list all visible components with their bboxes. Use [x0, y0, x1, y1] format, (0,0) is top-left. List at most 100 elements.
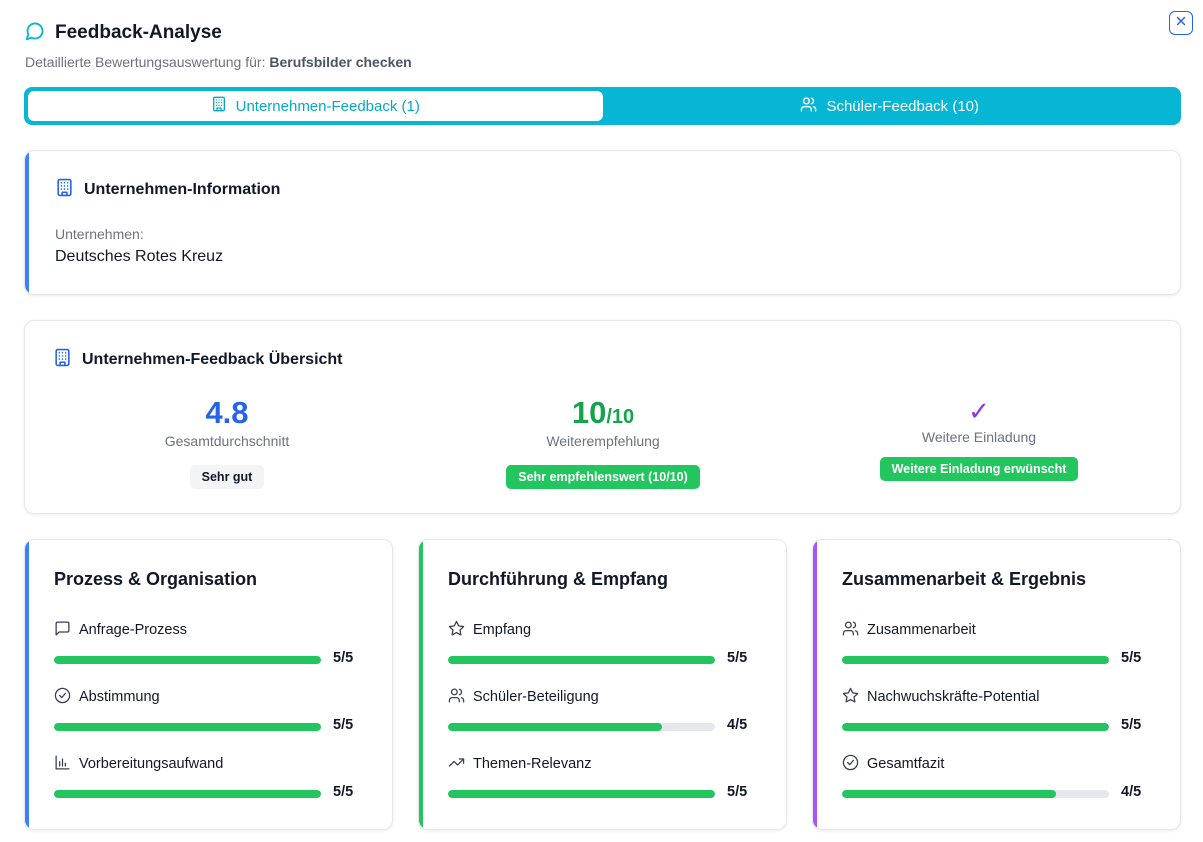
bar-chart-icon	[54, 754, 71, 775]
metric-score: 4/5	[727, 717, 748, 733]
page-subtitle: Detaillierte Bewertungsauswertung für: B…	[25, 54, 412, 70]
metric-label: Anfrage-Prozess	[79, 622, 187, 638]
metric-score: 5/5	[333, 784, 354, 800]
progress-track	[448, 790, 715, 798]
section-title: Durchführung & Empfang	[448, 569, 668, 589]
recommendation-score: 10	[571, 395, 607, 430]
message-circle-icon	[25, 21, 45, 46]
metric-item: Nachwuchskräfte-Potential 5/5	[842, 687, 1152, 733]
company-name: Deutsches Rotes Kreuz	[55, 248, 224, 265]
metric-item: Vorbereitungsaufwand 5/5	[54, 754, 364, 800]
metric-label: Themen-Relevanz	[473, 756, 592, 772]
metric-item: Anfrage-Prozess 5/5	[54, 620, 364, 666]
progress-track	[448, 656, 715, 664]
progress-track	[54, 656, 321, 664]
close-button[interactable]	[1169, 11, 1193, 35]
metric-item: Schüler-Beteiligung 4/5	[448, 687, 758, 733]
metric-label: Schüler-Beteiligung	[473, 689, 599, 705]
card-accent	[25, 151, 29, 294]
section-title: Zusammenarbeit & Ergebnis	[842, 569, 1087, 589]
metric-item: Zusammenarbeit 5/5	[842, 620, 1152, 666]
card-accent	[25, 540, 29, 829]
section-card-collaboration: Zusammenarbeit & Ergebnis Zusammenarbeit…	[812, 539, 1181, 830]
users-icon	[448, 687, 465, 708]
progress-fill	[448, 790, 715, 798]
page-title: Feedback-Analyse	[55, 22, 222, 43]
card-accent	[419, 540, 423, 829]
metric-item: Themen-Relevanz 5/5	[448, 754, 758, 800]
metric-label: Abstimmung	[79, 689, 160, 705]
invitation-label: Weitere Einladung	[921, 429, 1037, 445]
star-icon	[448, 620, 465, 641]
section-card-process: Prozess & Organisation Anfrage-Prozess 5…	[24, 539, 393, 830]
section-card-execution: Durchführung & Empfang Empfang 5/5 Schül…	[418, 539, 787, 830]
progress-track	[54, 723, 321, 731]
feedback-overview-card: Unternehmen-Feedback Übersicht 4.8 Gesam…	[24, 320, 1181, 514]
card-heading: Unternehmen-Information	[55, 178, 280, 202]
feedback-tabs: Unternehmen-Feedback (1) Schüler-Feedbac…	[24, 87, 1181, 125]
progress-fill	[448, 723, 662, 731]
metric-score: 5/5	[333, 650, 354, 666]
subtitle-prefix: Detaillierte Bewertungsauswertung für:	[25, 54, 270, 70]
star-icon	[842, 687, 859, 708]
recommendation-label: Weiterempfehlung	[546, 433, 660, 449]
average-value: 4.8	[205, 395, 249, 430]
close-icon	[1174, 14, 1188, 33]
progress-fill	[54, 723, 321, 731]
company-label: Unternehmen:	[55, 226, 144, 242]
check-circle-icon	[842, 754, 859, 775]
metric-score: 4/5	[1121, 784, 1142, 800]
check-icon: ✓	[968, 396, 990, 426]
metric-label: Nachwuchskräfte-Potential	[867, 689, 1040, 705]
company-info-card: Unternehmen-Information Unternehmen: Deu…	[24, 150, 1181, 295]
tab-label: Schüler-Feedback (10)	[826, 97, 980, 115]
progress-fill	[842, 790, 1056, 798]
metric-score: 5/5	[727, 650, 748, 666]
progress-fill	[842, 656, 1109, 664]
metric-item: Abstimmung 5/5	[54, 687, 364, 733]
tab-label: Unternehmen-Feedback (1)	[235, 97, 420, 115]
card-heading: Unternehmen-Feedback Übersicht	[53, 348, 343, 372]
check-circle-icon	[54, 687, 71, 708]
stat-average: 4.8 Gesamtdurchschnitt Sehr gut	[77, 393, 377, 489]
metric-label: Empfang	[473, 622, 532, 638]
dialog-header: Feedback-Analyse Detaillierte Bewertungs…	[25, 20, 412, 70]
stat-recommendation: 10/10 Weiterempfehlung Sehr empfehlenswe…	[453, 393, 753, 489]
users-icon	[842, 620, 859, 641]
stat-invitation: ✓ Weitere Einladung Weitere Einladung er…	[829, 393, 1129, 481]
metric-item: Gesamtfazit 4/5	[842, 754, 1152, 800]
metric-score: 5/5	[727, 784, 748, 800]
progress-track	[842, 790, 1109, 798]
building-icon	[211, 96, 227, 116]
card-heading-text: Unternehmen-Information	[84, 181, 281, 198]
metric-score: 5/5	[1121, 717, 1142, 733]
metric-score: 5/5	[333, 717, 354, 733]
building-icon	[53, 348, 72, 372]
progress-fill	[842, 723, 1109, 731]
rating-badge: Sehr gut	[189, 465, 265, 489]
message-square-icon	[54, 620, 71, 641]
metric-label: Vorbereitungsaufwand	[79, 756, 224, 772]
recommendation-badge: Sehr empfehlenswert (10/10)	[506, 465, 700, 489]
progress-fill	[448, 656, 715, 664]
users-icon	[800, 96, 817, 117]
tab-student-feedback[interactable]: Schüler-Feedback (10)	[603, 91, 1178, 121]
metric-score: 5/5	[1121, 650, 1142, 666]
recommendation-max: /10	[606, 406, 635, 428]
progress-track	[448, 723, 715, 731]
metric-label: Gesamtfazit	[867, 756, 945, 772]
invitation-badge: Weitere Einladung erwünscht	[879, 457, 1079, 481]
card-heading-text: Unternehmen-Feedback Übersicht	[82, 351, 343, 368]
progress-fill	[54, 656, 321, 664]
section-title: Prozess & Organisation	[54, 569, 258, 589]
progress-track	[842, 656, 1109, 664]
tab-company-feedback[interactable]: Unternehmen-Feedback (1)	[28, 91, 603, 121]
building-icon	[55, 178, 74, 202]
card-accent	[813, 540, 817, 829]
metric-label: Zusammenarbeit	[867, 622, 976, 638]
trending-up-icon	[448, 754, 465, 775]
subtitle-name: Berufsbilder checken	[269, 54, 412, 70]
recommendation-value: 10/10	[453, 393, 753, 433]
metric-item: Empfang 5/5	[448, 620, 758, 666]
progress-track	[54, 790, 321, 798]
